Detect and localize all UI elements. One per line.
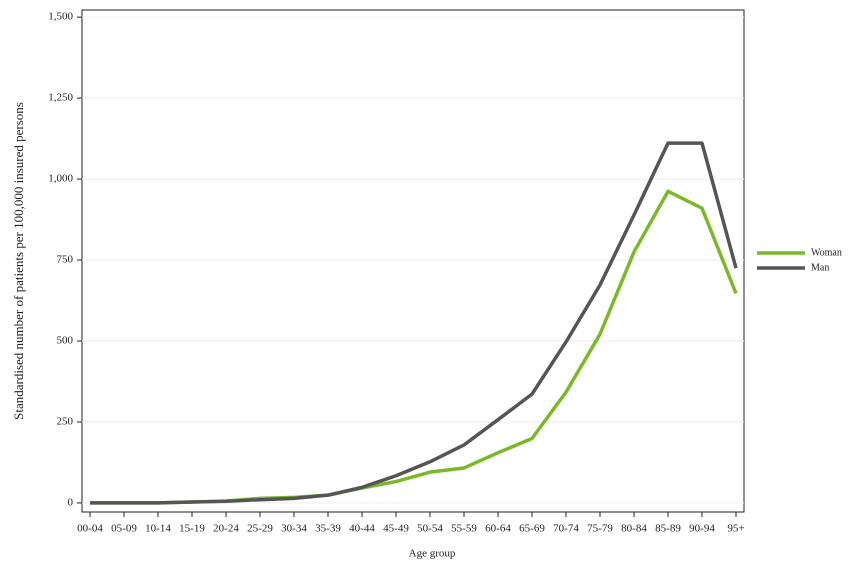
y-tick-label: 1,250 xyxy=(48,92,73,104)
x-tick-label: 00-04 xyxy=(77,523,103,535)
x-axis-label: Age group xyxy=(409,548,456,560)
x-tick-label: 50-54 xyxy=(417,523,443,535)
x-tick-label: 25-29 xyxy=(247,523,273,535)
series-line xyxy=(90,141,738,505)
y-tick-label: 250 xyxy=(57,415,74,427)
x-tick-label: 70-74 xyxy=(553,523,579,535)
x-tick-label: 95+ xyxy=(727,523,744,535)
x-tick-label: 40-44 xyxy=(349,523,375,535)
y-tick-label: 750 xyxy=(57,254,74,266)
legend-label: Woman xyxy=(811,247,842,258)
y-tick-label: 1,000 xyxy=(48,173,73,185)
y-tick-label: 1,500 xyxy=(48,11,73,23)
x-tick-label: 30-34 xyxy=(281,523,307,535)
x-tick-label: 45-49 xyxy=(383,523,409,535)
x-tick-label: 80-84 xyxy=(621,523,647,535)
x-tick-label: 75-79 xyxy=(587,523,613,535)
y-tick-label: 500 xyxy=(57,335,74,347)
x-tick-label: 10-14 xyxy=(145,523,171,535)
x-tick-label: 90-94 xyxy=(689,523,715,535)
x-tick-label: 55-59 xyxy=(451,523,477,535)
series-line xyxy=(90,189,738,505)
x-tick-label: 85-89 xyxy=(655,523,681,535)
x-tick-label: 35-39 xyxy=(315,523,341,535)
legend-label: Man xyxy=(811,262,829,273)
x-tick-label: 05-09 xyxy=(111,523,137,535)
x-tick-label: 60-64 xyxy=(485,523,511,535)
y-tick-label: 0 xyxy=(68,496,74,508)
y-axis-label: Standardised number of patients per 100,… xyxy=(11,102,26,420)
plot-frame xyxy=(81,9,745,513)
x-tick-label: 15-19 xyxy=(179,523,205,535)
x-tick-label: 20-24 xyxy=(213,523,239,535)
x-tick-label: 65-69 xyxy=(519,523,545,535)
